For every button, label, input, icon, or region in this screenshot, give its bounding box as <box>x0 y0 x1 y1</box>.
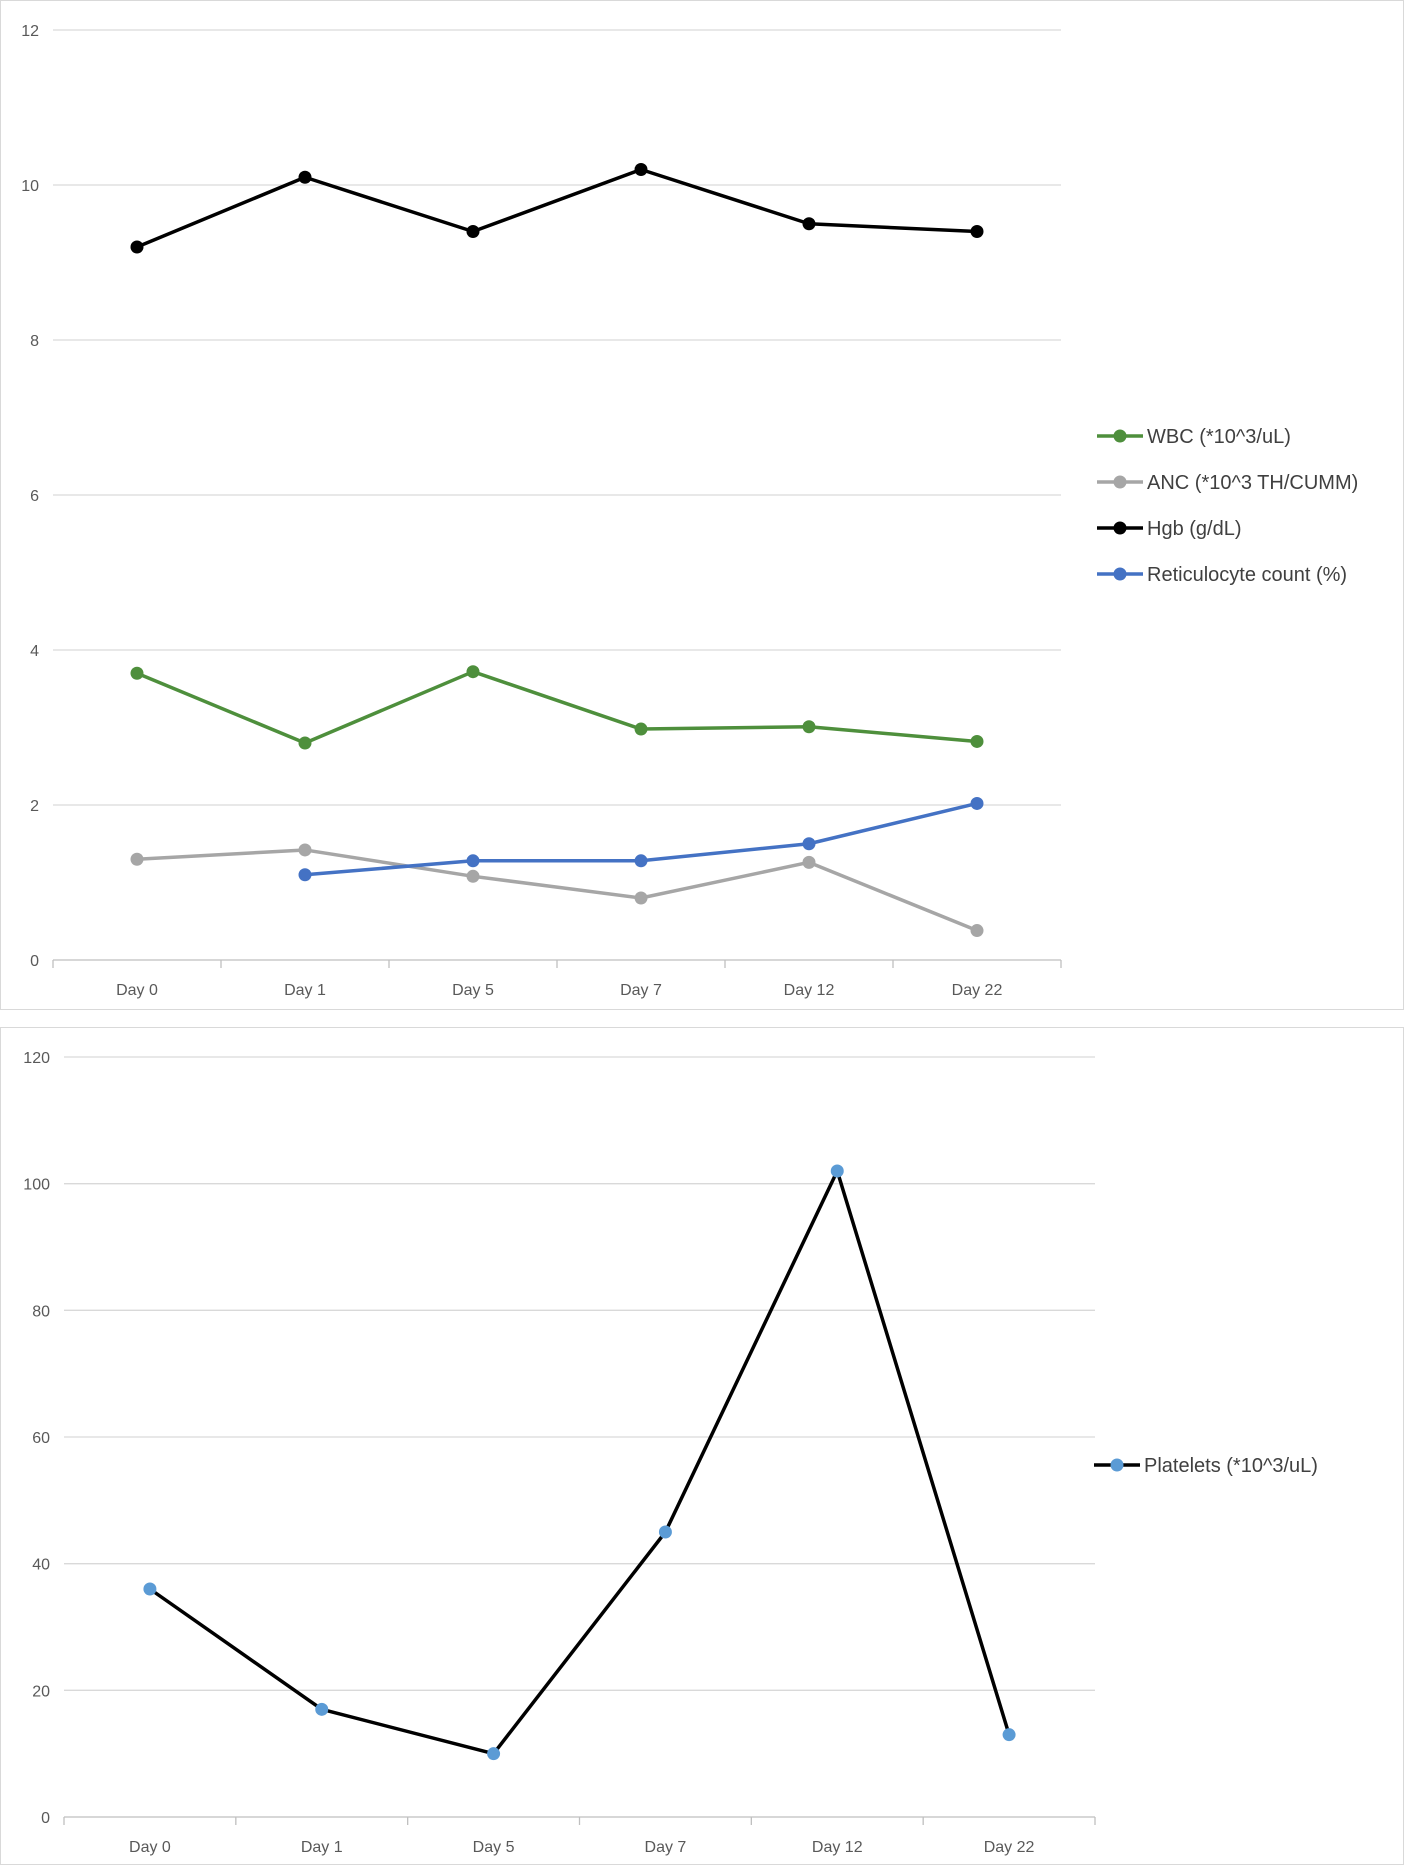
data-point-wbc-10-3-ul <box>802 720 816 734</box>
y-tick-label: 10 <box>21 178 39 195</box>
x-tick-label: Day 5 <box>473 1839 515 1856</box>
y-tick-label: 0 <box>30 953 39 970</box>
data-point-anc-10-3-th-cumm <box>130 852 144 866</box>
x-tick-label: Day 5 <box>452 982 494 999</box>
legend-marker-platelets-10-3-ul <box>1110 1458 1124 1472</box>
data-point-wbc-10-3-ul <box>466 665 480 679</box>
legend-label-wbc-10-3-ul: WBC (*10^3/uL) <box>1147 426 1291 448</box>
y-tick-label: 100 <box>23 1177 50 1194</box>
data-point-wbc-10-3-ul <box>130 666 144 680</box>
data-point-hgb-g-dl <box>802 217 816 231</box>
data-point-reticulocyte-count <box>466 854 480 868</box>
data-point-anc-10-3-th-cumm <box>298 843 312 857</box>
data-point-hgb-g-dl <box>466 225 480 238</box>
y-tick-label: 12 <box>21 23 39 40</box>
data-point-platelets-10-3-ul <box>487 1747 501 1761</box>
legend-marker-hgb-g-dl <box>1113 521 1127 535</box>
legend-label-platelets-10-3-ul: Platelets (*10^3/uL) <box>1144 1455 1318 1477</box>
x-tick-label: Day 7 <box>645 1839 687 1856</box>
data-point-platelets-10-3-ul <box>143 1582 157 1596</box>
data-point-hgb-g-dl <box>130 240 144 254</box>
platelets-line-chart: 0 20 40 60 80 100 120 Day 0 Day 1 Day 5 Day 7 Day 1… <box>23 1050 1318 1856</box>
chart-panel-blood-counts: 0 2 4 6 8 10 12 Day 0 Day 1 Day 5 Day 7 Day 12 Day 2… <box>0 0 1404 1010</box>
data-point-platelets-10-3-ul <box>830 1164 844 1178</box>
data-point-platelets-10-3-ul <box>1002 1728 1016 1742</box>
data-point-platelets-10-3-ul <box>658 1525 672 1539</box>
x-tick-label: Day 0 <box>129 1839 171 1856</box>
x-tick-label: Day 12 <box>784 982 835 999</box>
data-point-reticulocyte-count <box>970 796 984 810</box>
y-tick-label: 2 <box>30 798 39 815</box>
data-point-hgb-g-dl <box>634 163 648 176</box>
series-line-anc-10-3-th-cumm <box>136 848 978 933</box>
legend-label-anc-10-3-th-cumm: ANC (*10^3 TH/CUMM) <box>1147 472 1358 494</box>
data-point-wbc-10-3-ul <box>634 722 648 736</box>
data-point-anc-10-3-th-cumm <box>634 891 648 905</box>
data-point-anc-10-3-th-cumm <box>970 924 984 938</box>
data-point-wbc-10-3-ul <box>970 734 984 748</box>
series-line-platelets-10-3-ul <box>148 1169 1011 1756</box>
legend-label-hgb-g-dl: Hgb (g/dL) <box>1147 518 1242 540</box>
data-point-wbc-10-3-ul <box>298 736 312 750</box>
data-point-reticulocyte-count <box>802 837 816 851</box>
x-tick-label: Day 22 <box>984 1839 1035 1856</box>
y-tick-label: 40 <box>32 1557 50 1574</box>
data-point-hgb-g-dl <box>970 225 984 238</box>
data-point-anc-10-3-th-cumm <box>802 855 816 869</box>
x-tick-label: Day 22 <box>952 982 1003 999</box>
data-point-anc-10-3-th-cumm <box>466 869 480 883</box>
legend-marker-reticulocyte-count <box>1113 567 1127 581</box>
legend-marker-wbc-10-3-ul <box>1113 429 1127 443</box>
y-tick-label: 20 <box>32 1683 50 1700</box>
series-line-hgb-g-dl <box>136 167 978 249</box>
x-tick-label: Day 1 <box>284 982 326 999</box>
data-point-hgb-g-dl <box>298 170 312 184</box>
x-tick-label: Day 0 <box>116 982 158 999</box>
chart-panel-platelets: 0 20 40 60 80 100 120 Day 0 Day 1 Day 5 Day 7 Day 1… <box>0 1027 1404 1865</box>
blood-counts-line-chart: 0 2 4 6 8 10 12 Day 0 Day 1 Day 5 Day 7 Day 12 Day 2… <box>21 23 1358 999</box>
y-tick-label: 120 <box>23 1050 50 1067</box>
data-point-reticulocyte-count <box>634 854 648 868</box>
legend-marker-anc-10-3-th-cumm <box>1113 475 1127 489</box>
data-point-platelets-10-3-ul <box>315 1702 329 1716</box>
x-tick-label: Day 12 <box>812 1839 863 1856</box>
y-tick-label: 0 <box>41 1810 50 1827</box>
x-tick-label: Day 1 <box>301 1839 343 1856</box>
y-tick-label: 80 <box>32 1303 50 1320</box>
x-tick-label: Day 7 <box>620 982 662 999</box>
data-point-reticulocyte-count <box>298 868 312 882</box>
legend-label-reticulocyte-count: Reticulocyte count (%) <box>1147 564 1347 586</box>
y-tick-label: 8 <box>30 333 39 350</box>
y-tick-label: 4 <box>30 643 39 660</box>
series-line-wbc-10-3-ul <box>136 669 978 745</box>
y-tick-label: 60 <box>32 1430 50 1447</box>
y-tick-label: 6 <box>30 488 39 505</box>
